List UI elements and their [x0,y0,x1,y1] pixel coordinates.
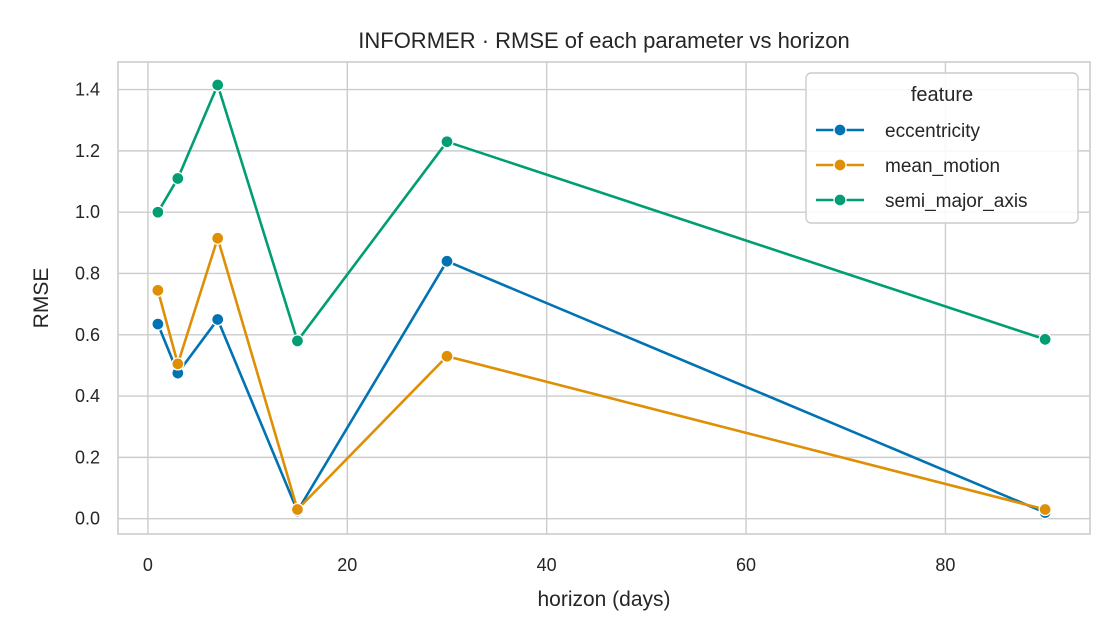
legend-label: mean_motion [885,156,1000,177]
data-point [1038,502,1052,517]
data-point [171,171,185,186]
y-tick-label: 1.2 [75,141,100,161]
legend-items: eccentricity mean_motion semi_major_axis [816,121,1028,212]
legend-item: eccentricity [816,121,981,142]
y-tick-label: 0.0 [75,509,100,529]
data-point [440,254,454,268]
series-mean-motion [151,231,1052,517]
x-axis-label: horizon (days) [537,588,670,611]
data-point [211,231,225,245]
x-tick-label: 60 [736,555,756,575]
data-point [440,349,454,363]
plot-frame [117,61,1091,535]
y-tick-label: 0.2 [75,447,100,467]
legend-item: semi_major_axis [816,191,1028,212]
chart-title: INFORMER · RMSE of each parameter vs hor… [358,28,849,53]
y-tick-label: 1.0 [75,202,100,222]
x-tick-label: 40 [537,555,557,575]
legend-item: mean_motion [816,156,1000,177]
legend-swatch-marker [833,158,847,172]
legend-box [805,72,1079,224]
data-point [290,334,305,348]
legend-title: feature [911,84,973,106]
data-point [211,312,225,327]
tick-labels: 0 20 40 60 80 0.0 0.2 0.4 0.6 0.8 1.0 1.2 1.4 [75,80,955,575]
legend: feature eccentricity mean_motion semi_majo… [805,72,1079,224]
legend-label: eccentricity [885,121,981,142]
x-tick-label: 80 [935,555,955,575]
series-line [156,236,1046,511]
data-point [151,205,165,219]
data-point [440,135,454,149]
y-axis-label: RMSE [30,268,53,329]
data-point [211,78,225,92]
data-point [171,357,185,371]
legend-swatch-marker [833,123,847,137]
legend-swatch-marker [833,193,847,207]
series-layer [151,78,1052,520]
y-tick-label: 0.4 [75,386,100,406]
x-tick-label: 0 [143,555,153,575]
y-tick-label: 0.6 [75,325,100,345]
data-point [151,317,165,331]
y-tick-label: 0.8 [75,263,100,283]
data-point [290,502,305,517]
data-point [1038,332,1052,347]
legend-label: semi_major_axis [885,191,1028,212]
data-point [151,283,165,297]
series-semi-major-axis [151,78,1052,348]
y-tick-label: 1.4 [75,80,100,100]
x-tick-label: 20 [337,555,357,575]
